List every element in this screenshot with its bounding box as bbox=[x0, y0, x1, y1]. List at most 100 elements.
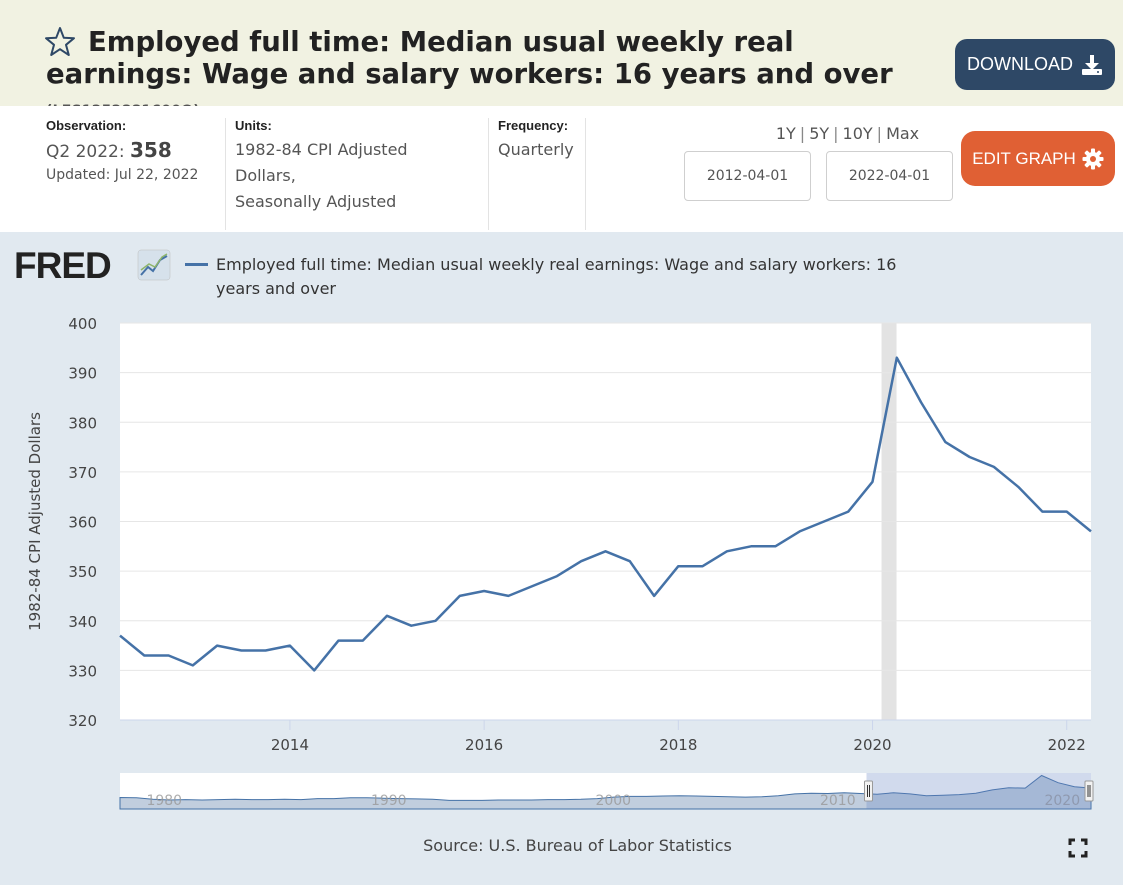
legend-label[interactable]: Employed full time: Median usual weekly … bbox=[216, 255, 897, 298]
chart: 320 330 340 350 360 370 380 390 400 2014 2016 2018 2… bbox=[26, 315, 1094, 810]
y-tick-label: 320 bbox=[68, 712, 97, 730]
data-point bbox=[383, 612, 391, 620]
fred-logo: FRED bbox=[14, 248, 171, 282]
navigator-tick-label: 2010 bbox=[820, 793, 856, 809]
observation-value-line: Q2 2022: 358 bbox=[46, 137, 198, 165]
data-point bbox=[990, 463, 998, 471]
download-icon bbox=[1082, 54, 1102, 75]
data-point bbox=[432, 617, 440, 625]
observation-column: Observation: Q2 2022: 358 Updated: Jul 2… bbox=[46, 118, 198, 230]
x-tick-label: 2022 bbox=[1048, 736, 1086, 754]
data-point bbox=[165, 651, 173, 659]
series-line bbox=[119, 356, 1092, 672]
data-point bbox=[699, 562, 707, 570]
navigator-tick-label: 1990 bbox=[371, 793, 407, 809]
download-button[interactable]: DOWNLOAD bbox=[955, 39, 1115, 90]
data-point bbox=[626, 557, 634, 565]
y-tick-label: 400 bbox=[68, 315, 97, 333]
units-line: Seasonally Adjusted bbox=[235, 192, 397, 211]
data-point bbox=[796, 527, 804, 535]
data-point bbox=[334, 637, 342, 645]
data-point bbox=[674, 562, 682, 570]
fred-logo-text: FRED bbox=[14, 248, 111, 282]
navigator-tick-label: 2000 bbox=[595, 793, 631, 809]
y-tick-label: 350 bbox=[68, 563, 97, 581]
frequency-column: Frequency: Quarterly bbox=[488, 118, 586, 230]
data-point bbox=[237, 647, 245, 655]
data-point bbox=[577, 557, 585, 565]
y-tick-label: 340 bbox=[68, 613, 97, 631]
y-axis-label: 1982-84 CPI Adjusted Dollars bbox=[26, 412, 44, 631]
frequency-value: Quarterly bbox=[498, 140, 574, 159]
units-line: Dollars, bbox=[235, 166, 296, 185]
range-max[interactable]: Max bbox=[886, 124, 920, 143]
data-point bbox=[553, 572, 561, 580]
data-point bbox=[529, 582, 537, 590]
data-point bbox=[966, 453, 974, 461]
units-line: 1982-84 CPI Adjusted bbox=[235, 140, 408, 159]
data-point bbox=[747, 542, 755, 550]
units-column: Units: 1982-84 CPI Adjusted Dollars, Sea… bbox=[225, 118, 489, 230]
navigator-series-area bbox=[119, 774, 1092, 810]
y-tick-label: 330 bbox=[68, 662, 97, 680]
x-tick-label: 2020 bbox=[853, 736, 891, 754]
navigator-tick-label: 2020 bbox=[1044, 793, 1080, 809]
download-label: DOWNLOAD bbox=[966, 54, 1073, 74]
edit-graph-button[interactable]: EDIT GRAPH bbox=[961, 131, 1115, 186]
data-point bbox=[844, 508, 852, 516]
navigator-selected-range bbox=[866, 773, 1091, 809]
start-date-input[interactable] bbox=[684, 151, 811, 201]
observation-period: Q2 2022: bbox=[46, 142, 125, 162]
end-date-input[interactable] bbox=[826, 151, 953, 201]
series-title-text: Employed full time: Median usual weekly … bbox=[46, 26, 893, 90]
data-point bbox=[310, 666, 318, 674]
date-range-links: 1Y | 5Y | 10Y | Max bbox=[775, 124, 920, 143]
x-tick-label: 2014 bbox=[271, 736, 309, 754]
legend-line-swatch bbox=[185, 263, 208, 266]
data-point bbox=[1063, 508, 1071, 516]
navigator: 1980 1990 2000 2010 2020 bbox=[119, 773, 1094, 810]
data-point bbox=[140, 651, 148, 659]
y-tick-label: 390 bbox=[68, 365, 97, 383]
data-point bbox=[820, 518, 828, 526]
x-tick-label: 2016 bbox=[465, 736, 503, 754]
navigator-tick-label: 1980 bbox=[146, 793, 182, 809]
plot-layer: 320 330 340 350 360 370 380 390 400 2014 2016 2018 2… bbox=[26, 315, 1092, 754]
data-point bbox=[407, 622, 415, 630]
data-point bbox=[650, 592, 658, 600]
y-tick-label: 370 bbox=[68, 464, 97, 482]
star-icon[interactable] bbox=[44, 26, 76, 58]
data-point bbox=[213, 642, 221, 650]
units-label: Units: bbox=[235, 118, 272, 133]
frequency-label: Frequency: bbox=[498, 118, 569, 133]
source-text: Source: U.S. Bureau of Labor Statistics bbox=[423, 836, 732, 855]
data-point bbox=[869, 478, 877, 486]
fullscreen-icon[interactable] bbox=[1068, 838, 1088, 858]
navigator-handle[interactable] bbox=[1084, 780, 1094, 802]
y-tick-label: 360 bbox=[68, 514, 97, 532]
data-point bbox=[189, 661, 197, 669]
metadata-row: Observation: Q2 2022: 358 Updated: Jul 2… bbox=[0, 106, 1123, 232]
data-point bbox=[504, 592, 512, 600]
data-point bbox=[1014, 483, 1022, 491]
data-point bbox=[917, 398, 925, 406]
data-point bbox=[1038, 508, 1046, 516]
gear-icon bbox=[1082, 148, 1104, 169]
observation-label: Observation: bbox=[46, 118, 127, 133]
x-tick-label: 2018 bbox=[659, 736, 697, 754]
navigator-handle[interactable] bbox=[863, 780, 873, 802]
range-1y[interactable]: 1Y bbox=[775, 124, 796, 143]
range-5y[interactable]: 5Y bbox=[809, 124, 830, 143]
updated-date: Updated: Jul 22, 2022 bbox=[46, 167, 199, 183]
data-point bbox=[116, 632, 124, 640]
edit-graph-label: EDIT GRAPH bbox=[972, 148, 1076, 168]
data-point bbox=[480, 587, 488, 595]
observation-value: 358 bbox=[130, 138, 172, 162]
data-point bbox=[893, 354, 901, 362]
data-point bbox=[262, 647, 270, 655]
data-point bbox=[941, 438, 949, 446]
data-point bbox=[723, 547, 731, 555]
title-bar bbox=[0, 0, 1123, 106]
data-point bbox=[359, 637, 367, 645]
range-10y[interactable]: 10Y bbox=[842, 124, 873, 143]
